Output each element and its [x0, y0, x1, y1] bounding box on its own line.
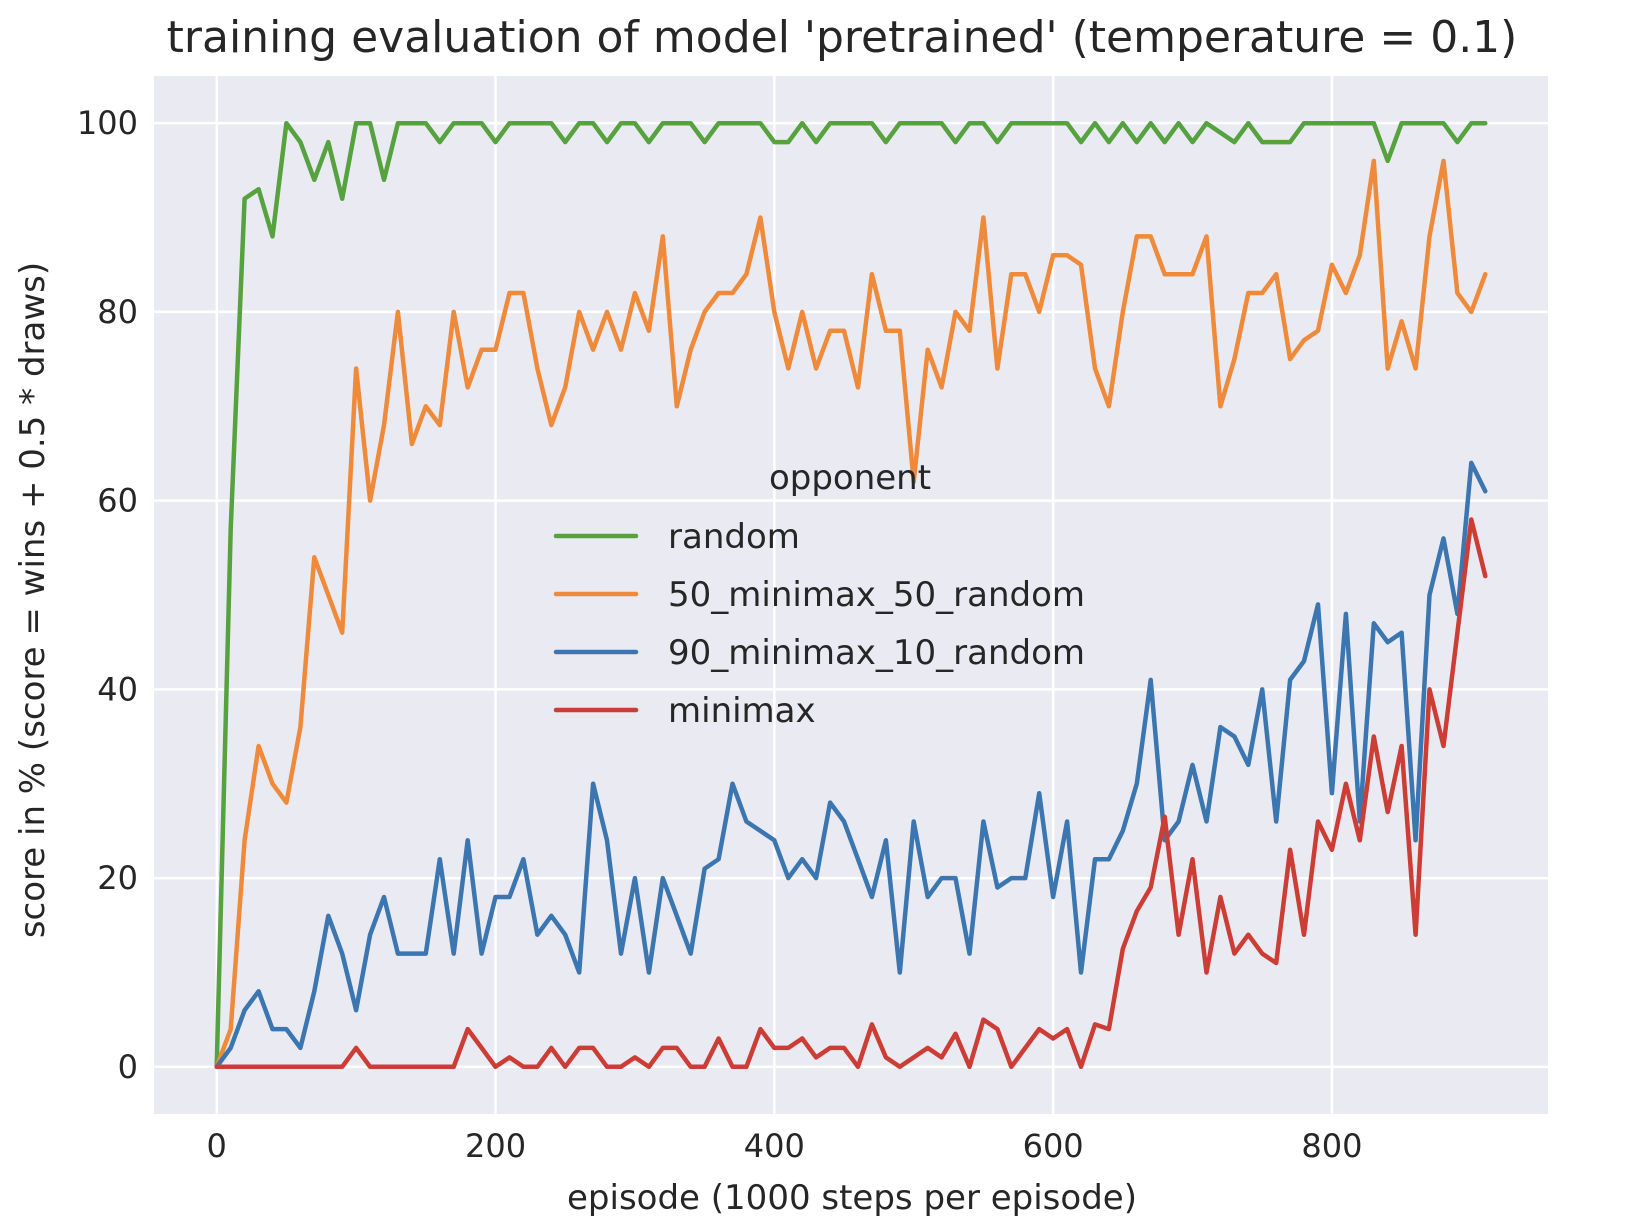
y-tick-label: 80 [97, 293, 138, 331]
chart-title: training evaluation of model 'pretrained… [167, 12, 1518, 63]
y-tick-label: 0 [118, 1048, 138, 1086]
x-axis-label: episode (1000 steps per episode) [567, 1178, 1137, 1218]
x-tick-label: 800 [1301, 1127, 1362, 1165]
legend-entry-label: 50_minimax_50_random [668, 575, 1085, 615]
series-line-random [214, 120, 1488, 1070]
y-tick-labels: 0 20 40 60 80 100 [77, 104, 138, 1086]
x-tick-label: 400 [744, 1127, 805, 1165]
plot-background [154, 76, 1548, 1114]
y-tick-label: 100 [77, 104, 138, 142]
x-tick-label: 0 [207, 1127, 227, 1165]
y-axis-label: score in % (score = wins + 0.5 * draws) [13, 262, 53, 938]
x-gridlines [215, 76, 1334, 1114]
series-line-90-minimax-10-random [214, 460, 1488, 1070]
x-tick-label: 200 [465, 1127, 526, 1165]
legend-entry-label: minimax [668, 691, 816, 731]
legend-title: opponent [769, 458, 931, 498]
x-tick-labels: 0 200 400 600 800 [207, 1127, 1363, 1165]
y-tick-label: 60 [97, 482, 138, 520]
legend: opponent random 50_minimax_50_random 90_mi… [553, 458, 1085, 731]
series-lines [214, 120, 1488, 1070]
legend-entry-label: random [668, 517, 800, 557]
series-line-minimax [214, 517, 1488, 1070]
series-line-50-minimax-50-random [214, 158, 1488, 1070]
legend-entries: random 50_minimax_50_random 90_minimax_10_… [553, 517, 1085, 731]
y-tick-label: 20 [97, 859, 138, 897]
y-tick-label: 40 [97, 670, 138, 708]
legend-entry-label: 90_minimax_10_random [668, 633, 1085, 673]
x-tick-label: 600 [1023, 1127, 1084, 1165]
